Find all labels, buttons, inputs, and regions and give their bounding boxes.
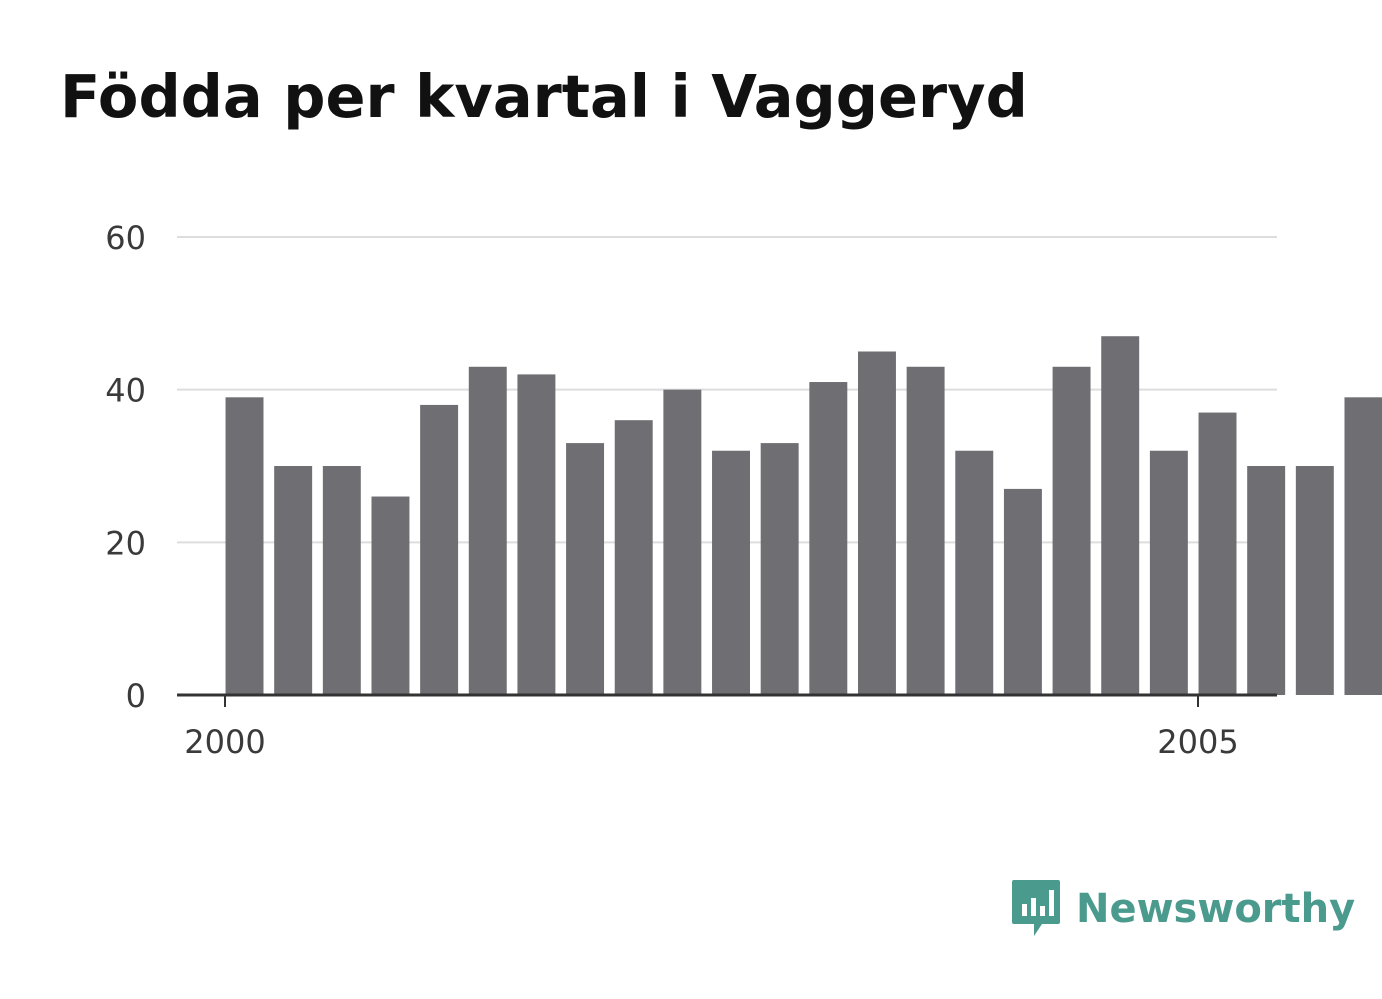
bar-2005-q2 [1247,466,1286,695]
y-tick-label-60: 60 [105,219,146,257]
bar-2004-q4 [1149,450,1188,695]
bars [225,336,1382,695]
bar-2000-q3 [322,466,361,695]
newsworthy-logo-icon [1012,880,1060,936]
bar-2005-q1 [1198,412,1237,695]
bar-2000-q2 [274,466,313,695]
bar-2002-q4 [760,443,799,695]
x-axis-labels: 200020052010201520202025 [184,695,1239,761]
bar-2003-q3 [906,366,945,695]
bar-2004-q3 [1101,336,1140,695]
bar-2000-q1 [225,397,264,695]
x-tick-label-2000: 2000 [184,723,265,761]
bar-2002-q2 [663,389,702,695]
bar-2005-q3 [1295,466,1334,695]
bar-2001-q3 [517,374,556,695]
y-axis-labels: 0 20 40 60 [105,219,146,715]
y-tick-label-20: 20 [105,524,146,562]
bar-2002-q3 [712,450,750,695]
x-tick-label-2005: 2005 [1157,723,1238,761]
y-tick-label-0: 0 [126,677,146,715]
bar-2001-q4 [566,443,605,695]
bar-2003-q1 [809,382,848,695]
brand-name: Newsworthy [1076,886,1356,932]
y-tick-label-40: 40 [105,372,146,410]
bar-2001-q2 [468,366,507,695]
bar-2003-q4 [955,450,994,695]
newsworthy-brand: Newsworthy [1010,878,1355,940]
bar-2001-q1 [420,404,459,695]
bar-2003-q2 [857,351,896,695]
bar-2004-q1 [1003,488,1042,695]
chart-title: Födda per kvartal i Vaggeryd [60,62,1028,131]
bar-2000-q4 [371,496,410,695]
bar-2005-q4 [1344,397,1382,695]
bar-2004-q2 [1052,366,1091,695]
bar-2002-q1 [614,420,653,695]
